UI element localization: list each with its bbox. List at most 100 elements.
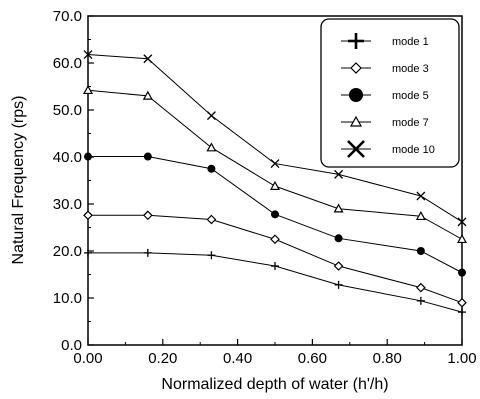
x-tick-label-5: 1.00: [447, 350, 476, 367]
y-tick-label-0: 0.0: [61, 337, 82, 354]
point-2-6: [458, 268, 466, 277]
point-3-2: [206, 142, 217, 152]
y-tick-label-4: 40.0: [53, 149, 82, 166]
point-3-1-shape: [142, 90, 153, 100]
point-3-0: [82, 85, 94, 95]
point-4-6-d2: [457, 217, 467, 227]
point-3-2-shape: [206, 142, 217, 152]
y-tick-label-3: 30.0: [53, 196, 82, 213]
point-2-5-shape: [416, 247, 425, 255]
legend-label-3: mode 7: [392, 117, 429, 129]
x-axis-title: Normalized depth of water (h'/h): [161, 376, 388, 393]
point-2-0: [84, 152, 92, 161]
point-1-2-shape: [206, 214, 217, 225]
point-2-1-shape: [143, 152, 152, 161]
point-3-1: [142, 90, 153, 100]
legend-marker-0: [348, 33, 364, 49]
legend-marker-3-shape: [349, 115, 363, 127]
legend-marker-4-d2: [347, 140, 365, 158]
point-1-5-shape: [416, 282, 426, 293]
point-1-6: [457, 297, 467, 308]
point-0-6: [458, 308, 466, 317]
x-tick-label-3: 0.60: [298, 350, 327, 367]
series-mode-1: [84, 248, 466, 317]
point-0-4: [334, 280, 343, 289]
legend-marker-2: [349, 88, 363, 102]
point-3-6-shape: [456, 234, 468, 244]
point-1-0: [83, 210, 93, 221]
point-3-5-shape: [415, 210, 426, 221]
point-0-3: [271, 262, 279, 271]
point-2-5: [416, 247, 425, 255]
point-1-0-shape: [83, 210, 93, 221]
point-3-6: [456, 234, 468, 244]
point-1-1: [142, 210, 153, 221]
point-3-4: [333, 203, 344, 213]
series-mode-10: [83, 50, 467, 227]
point-4-0: [83, 50, 93, 59]
point-3-3: [269, 180, 281, 190]
y-tick-label-1: 10.0: [53, 290, 82, 307]
legend-marker-1-shape: [350, 62, 362, 74]
point-1-3-shape: [270, 234, 280, 245]
x-tick-labels: 0.00 0.20 0.40 0.60 0.80 1.00: [73, 350, 476, 367]
point-4-2-d2: [206, 111, 216, 121]
legend-label-1: mode 3: [392, 63, 429, 75]
legend-entry-0: mode 1: [341, 33, 429, 49]
point-2-3-shape: [271, 210, 279, 219]
legend-label-2: mode 5: [392, 90, 429, 102]
x-tick-label-2: 0.40: [223, 350, 252, 367]
legend-marker-3: [349, 115, 363, 127]
legend-label-4: mode 10: [392, 144, 435, 156]
point-0-1: [143, 248, 152, 257]
point-4-3-d2: [270, 159, 280, 169]
legend-marker-4: [347, 140, 365, 158]
point-2-4: [334, 234, 343, 243]
point-1-4-shape: [333, 261, 344, 271]
point-0-0: [84, 248, 92, 257]
series-mode-5: [84, 152, 466, 277]
point-3-5: [415, 210, 426, 221]
point-3-0-shape: [82, 85, 94, 95]
legend-entry-3: mode 7: [341, 115, 429, 129]
point-0-5: [416, 296, 425, 305]
legend-entry-2: mode 5: [341, 88, 429, 102]
point-1-3: [270, 234, 280, 245]
series-mode-7: [82, 85, 468, 244]
point-4-1: [143, 54, 153, 64]
point-1-1-shape: [142, 210, 153, 221]
y-tick-label-5: 50.0: [53, 102, 82, 119]
point-4-3: [270, 159, 280, 169]
series-line-1: [88, 214, 463, 304]
point-1-5: [416, 282, 426, 293]
point-4-5: [416, 191, 426, 201]
series-mode-3: [83, 210, 467, 308]
legend-entry-4: mode 10: [341, 140, 435, 158]
point-2-2: [207, 164, 216, 173]
point-3-4-shape: [333, 203, 344, 213]
point-4-2: [206, 111, 216, 121]
y-axis-title: Natural Frequency (rps): [10, 96, 27, 265]
legend-marker-2-shape: [349, 88, 363, 102]
point-1-4: [333, 261, 344, 271]
y-tick-label-6: 60.0: [53, 55, 82, 72]
point-2-1: [143, 152, 152, 161]
legend: mode 1 mode 3 mode 5 mode 7 mode 10: [320, 18, 460, 168]
point-4-4: [334, 169, 344, 179]
series-layer: [82, 50, 468, 317]
y-tick-label-7: 70.0: [53, 8, 82, 25]
x-tick-label-4: 0.80: [373, 350, 402, 367]
legend-marker-1: [350, 62, 362, 74]
legend-box: [320, 18, 460, 168]
series-line-0: [88, 252, 463, 313]
point-4-1-d2: [143, 54, 153, 64]
legend-label-0: mode 1: [392, 36, 429, 48]
point-4-0-d2: [83, 50, 93, 59]
legend-entry-1: mode 3: [341, 62, 429, 75]
y-tick-label-2: 20.0: [53, 243, 82, 260]
point-4-4-d2: [334, 169, 344, 179]
point-2-3: [271, 210, 279, 219]
point-2-4-shape: [334, 234, 343, 243]
point-2-6-shape: [458, 268, 466, 277]
x-tick-label-0: 0.00: [73, 350, 102, 367]
